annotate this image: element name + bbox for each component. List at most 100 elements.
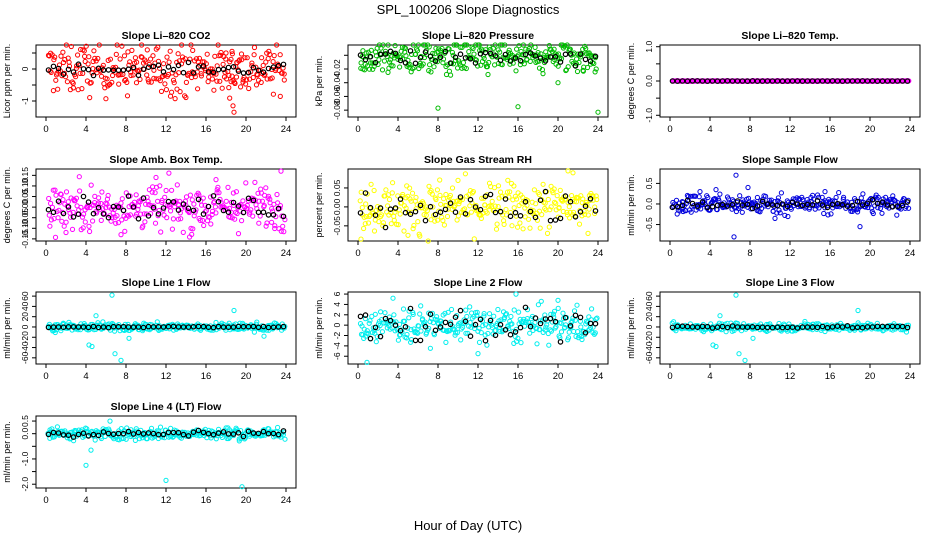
- data-point: [468, 209, 474, 215]
- data-point: [193, 207, 199, 213]
- y-tick-label: -0.06: [332, 86, 342, 106]
- data-point: [124, 93, 131, 99]
- data-point: [119, 43, 125, 49]
- data-point: [429, 191, 435, 197]
- data-point: [169, 226, 175, 232]
- mean-point: [849, 202, 856, 209]
- data-point: [55, 86, 61, 92]
- mean-point: [839, 78, 846, 84]
- data-point-outlier: [213, 177, 219, 183]
- mean-point: [869, 324, 876, 330]
- panel-5: Slope Gas Stream RH percent per min. 0 4 8 12…: [314, 154, 609, 259]
- mean-point: [592, 53, 599, 60]
- mean-point: [235, 429, 242, 436]
- mean-point: [387, 48, 394, 55]
- panel-2: Slope Li–820 Pressure kPa per min. 0 4 8 12 16…: [314, 30, 609, 135]
- data-point: [140, 223, 146, 229]
- panel-title: Slope Sample Flow: [742, 154, 839, 166]
- mean-point: [427, 311, 434, 318]
- data-point: [739, 209, 745, 215]
- mean-point: [502, 51, 509, 58]
- panel-title: Slope Line 3 Flow: [746, 277, 836, 289]
- data-point: [499, 42, 505, 48]
- data-point: [564, 42, 570, 48]
- mean-point: [190, 70, 197, 76]
- x-tick-label: 12: [161, 371, 172, 382]
- y-tick-label: 40: [644, 301, 654, 311]
- mean-point: [80, 324, 87, 330]
- data-point: [260, 62, 266, 69]
- mean-point: [280, 213, 287, 220]
- mean-point: [562, 51, 569, 58]
- mean-point: [824, 324, 831, 331]
- mean-point: [794, 201, 801, 207]
- data-point: [227, 214, 233, 220]
- data-point: [88, 182, 94, 188]
- mean-point: [764, 201, 771, 207]
- mean-point: [160, 431, 167, 438]
- data-point: [467, 320, 473, 326]
- data-point-outlier: [63, 229, 69, 236]
- mean-point: [442, 48, 449, 55]
- data-point: [677, 208, 683, 214]
- mean-point: [90, 210, 97, 217]
- data-point: [132, 437, 138, 443]
- mean-point: [457, 307, 464, 314]
- data-point: [248, 207, 254, 213]
- data-point: [457, 44, 463, 50]
- data-point: [547, 327, 553, 333]
- data-point: [486, 311, 493, 317]
- data-point-outlier: [485, 71, 491, 78]
- data-point-outlier: [733, 172, 739, 178]
- y-tick-label: -0.05: [20, 208, 30, 228]
- data-point: [407, 61, 413, 68]
- data-point: [78, 204, 84, 210]
- mean-point: [507, 331, 514, 338]
- mean-point: [527, 323, 534, 330]
- data-point: [527, 225, 533, 231]
- mean-point: [462, 211, 469, 217]
- data-point: [425, 238, 431, 244]
- mean-point: [709, 325, 716, 331]
- y-tick-label: -0.05: [332, 216, 342, 236]
- data-point: [410, 311, 416, 317]
- data-point: [491, 185, 498, 191]
- mean-point: [674, 78, 681, 84]
- data-point: [212, 204, 218, 210]
- data-point: [189, 197, 195, 203]
- data-point: [520, 318, 526, 324]
- mean-point: [265, 430, 272, 437]
- data-point: [402, 318, 408, 324]
- data-point: [574, 302, 580, 308]
- data-point: [407, 185, 413, 191]
- x-tick-label: 8: [747, 248, 752, 259]
- data-point: [79, 214, 86, 220]
- data-point: [410, 66, 416, 72]
- mean-point: [562, 314, 569, 321]
- data-point: [238, 84, 244, 90]
- mean-point: [145, 213, 152, 219]
- mean-point: [694, 324, 701, 331]
- data-point: [546, 224, 552, 230]
- data-point: [463, 65, 469, 72]
- x-tick-label: 16: [201, 495, 212, 506]
- data-point: [489, 322, 495, 328]
- data-point: [593, 193, 599, 199]
- y-tick-label: -0.02: [332, 59, 342, 79]
- mean-point: [225, 209, 232, 216]
- mean-point: [422, 323, 429, 330]
- data-point: [73, 195, 80, 201]
- y-tick-label: -0.08: [332, 100, 342, 120]
- data-point: [253, 64, 259, 70]
- data-point: [547, 207, 553, 213]
- mean-point: [472, 321, 479, 328]
- data-point: [821, 210, 827, 217]
- data-point: [269, 219, 275, 225]
- mean-point: [769, 202, 776, 208]
- mean-point: [245, 69, 252, 76]
- data-point: [527, 58, 533, 65]
- data-point: [469, 44, 475, 50]
- data-point: [183, 94, 189, 101]
- panel-ylabel: ml/min per min.: [626, 174, 636, 236]
- mean-point: [210, 324, 217, 331]
